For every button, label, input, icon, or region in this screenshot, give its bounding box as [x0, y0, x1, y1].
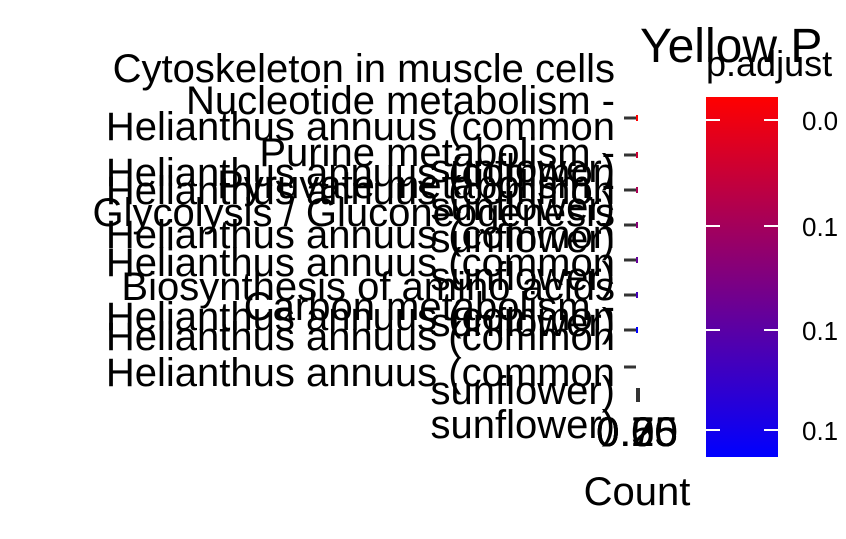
- x-axis-title: Count: [584, 470, 691, 514]
- y-axis-label: sunflower): [430, 147, 615, 191]
- y-axis-label: Pyruvate metabolism -: [217, 163, 615, 207]
- y-axis-label: Glycolysis / Gluconeogenesis: [93, 191, 615, 235]
- x-axis-tick-label: 0.50: [596, 408, 678, 455]
- y-axis-label: Carbon metabolism -: [244, 285, 615, 329]
- x-axis-tick-label: 0.75: [596, 408, 678, 455]
- legend-tick-label: 0.0: [802, 106, 838, 136]
- bar: [636, 327, 638, 333]
- bar: [636, 115, 638, 121]
- y-axis-ticks: [624, 116, 636, 369]
- y-axis-label: Helianthus annuus (common: [106, 295, 615, 339]
- bar-stub: [636, 388, 640, 402]
- legend-colorbar: [706, 97, 778, 457]
- x-axis-tick-label: 0.00: [596, 408, 678, 455]
- legend-ticks: 0.0 0.1 0.1 0.1: [706, 106, 838, 446]
- y-axis-label: Helianthus annuus (common: [106, 169, 615, 213]
- bar: [636, 257, 638, 263]
- y-axis-label: sunflower): [430, 255, 615, 299]
- y-axis-label: Helianthus annuus (common: [106, 351, 615, 395]
- x-axis-tick-labels: 0.000.250.500.75: [596, 408, 678, 455]
- y-axis-label: sunflower): [430, 185, 615, 229]
- legend-tick-label: 0.1: [802, 416, 838, 446]
- y-axis-label: Helianthus annuus (common: [106, 151, 615, 195]
- legend-tick-label: 0.1: [802, 212, 838, 242]
- bars: [636, 115, 640, 402]
- x-axis-tick-label: 0.25: [596, 408, 678, 455]
- y-axis-label: Helianthus annuus (common: [106, 105, 615, 149]
- y-axis-label: Helianthus annuus (common: [106, 241, 615, 285]
- y-axis-label: sunflower): [430, 403, 615, 447]
- chart-title: Yellow P: [640, 20, 822, 73]
- legend-tick-label: 0.1: [802, 316, 838, 346]
- y-axis-label: Nucleotide metabolism -: [186, 79, 615, 123]
- legend-title: p.adjust: [706, 43, 832, 84]
- bar: [636, 152, 638, 158]
- bar: [636, 187, 638, 193]
- y-axis-label: Helianthus annuus (common: [106, 213, 615, 257]
- y-axis-label: Purine metabolism -: [259, 131, 615, 175]
- y-axis-label: sunflower): [430, 369, 615, 413]
- bar: [636, 222, 638, 228]
- y-axis-label: Helianthus annuus (common: [106, 315, 615, 359]
- y-axis-label: Biosynthesis of amino acids: [121, 265, 615, 309]
- y-axis-label: sunflower): [430, 217, 615, 261]
- y-axis-label: Cytoskeleton in muscle cells: [113, 47, 615, 91]
- y-axis-label: sunflower): [430, 301, 615, 345]
- bar: [636, 292, 638, 298]
